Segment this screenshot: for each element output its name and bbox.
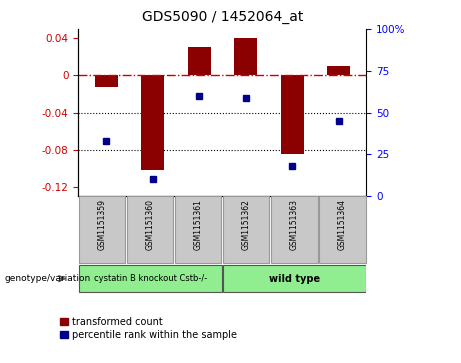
Text: GSM1151363: GSM1151363 bbox=[290, 199, 299, 250]
Bar bbox=[327, 66, 350, 76]
Bar bbox=[319, 196, 366, 263]
Title: GDS5090 / 1452064_at: GDS5090 / 1452064_at bbox=[142, 10, 303, 24]
Bar bbox=[141, 76, 164, 170]
Bar bbox=[281, 76, 304, 154]
Bar bbox=[224, 196, 270, 263]
Bar bbox=[79, 196, 125, 263]
Bar bbox=[223, 265, 366, 293]
Text: GSM1151359: GSM1151359 bbox=[98, 199, 107, 250]
Legend: transformed count, percentile rank within the sample: transformed count, percentile rank withi… bbox=[60, 317, 237, 340]
Bar bbox=[95, 76, 118, 86]
Text: genotype/variation: genotype/variation bbox=[5, 274, 91, 283]
Text: GSM1151361: GSM1151361 bbox=[194, 199, 203, 250]
Bar bbox=[188, 47, 211, 76]
Bar bbox=[234, 38, 257, 76]
Bar bbox=[79, 265, 222, 293]
Bar bbox=[175, 196, 221, 263]
Bar bbox=[272, 196, 318, 263]
Text: cystatin B knockout Cstb-/-: cystatin B knockout Cstb-/- bbox=[94, 274, 207, 283]
Bar bbox=[127, 196, 173, 263]
Text: GSM1151360: GSM1151360 bbox=[146, 199, 155, 250]
Text: GSM1151362: GSM1151362 bbox=[242, 199, 251, 250]
Text: GSM1151364: GSM1151364 bbox=[338, 199, 347, 250]
Text: wild type: wild type bbox=[269, 274, 320, 284]
